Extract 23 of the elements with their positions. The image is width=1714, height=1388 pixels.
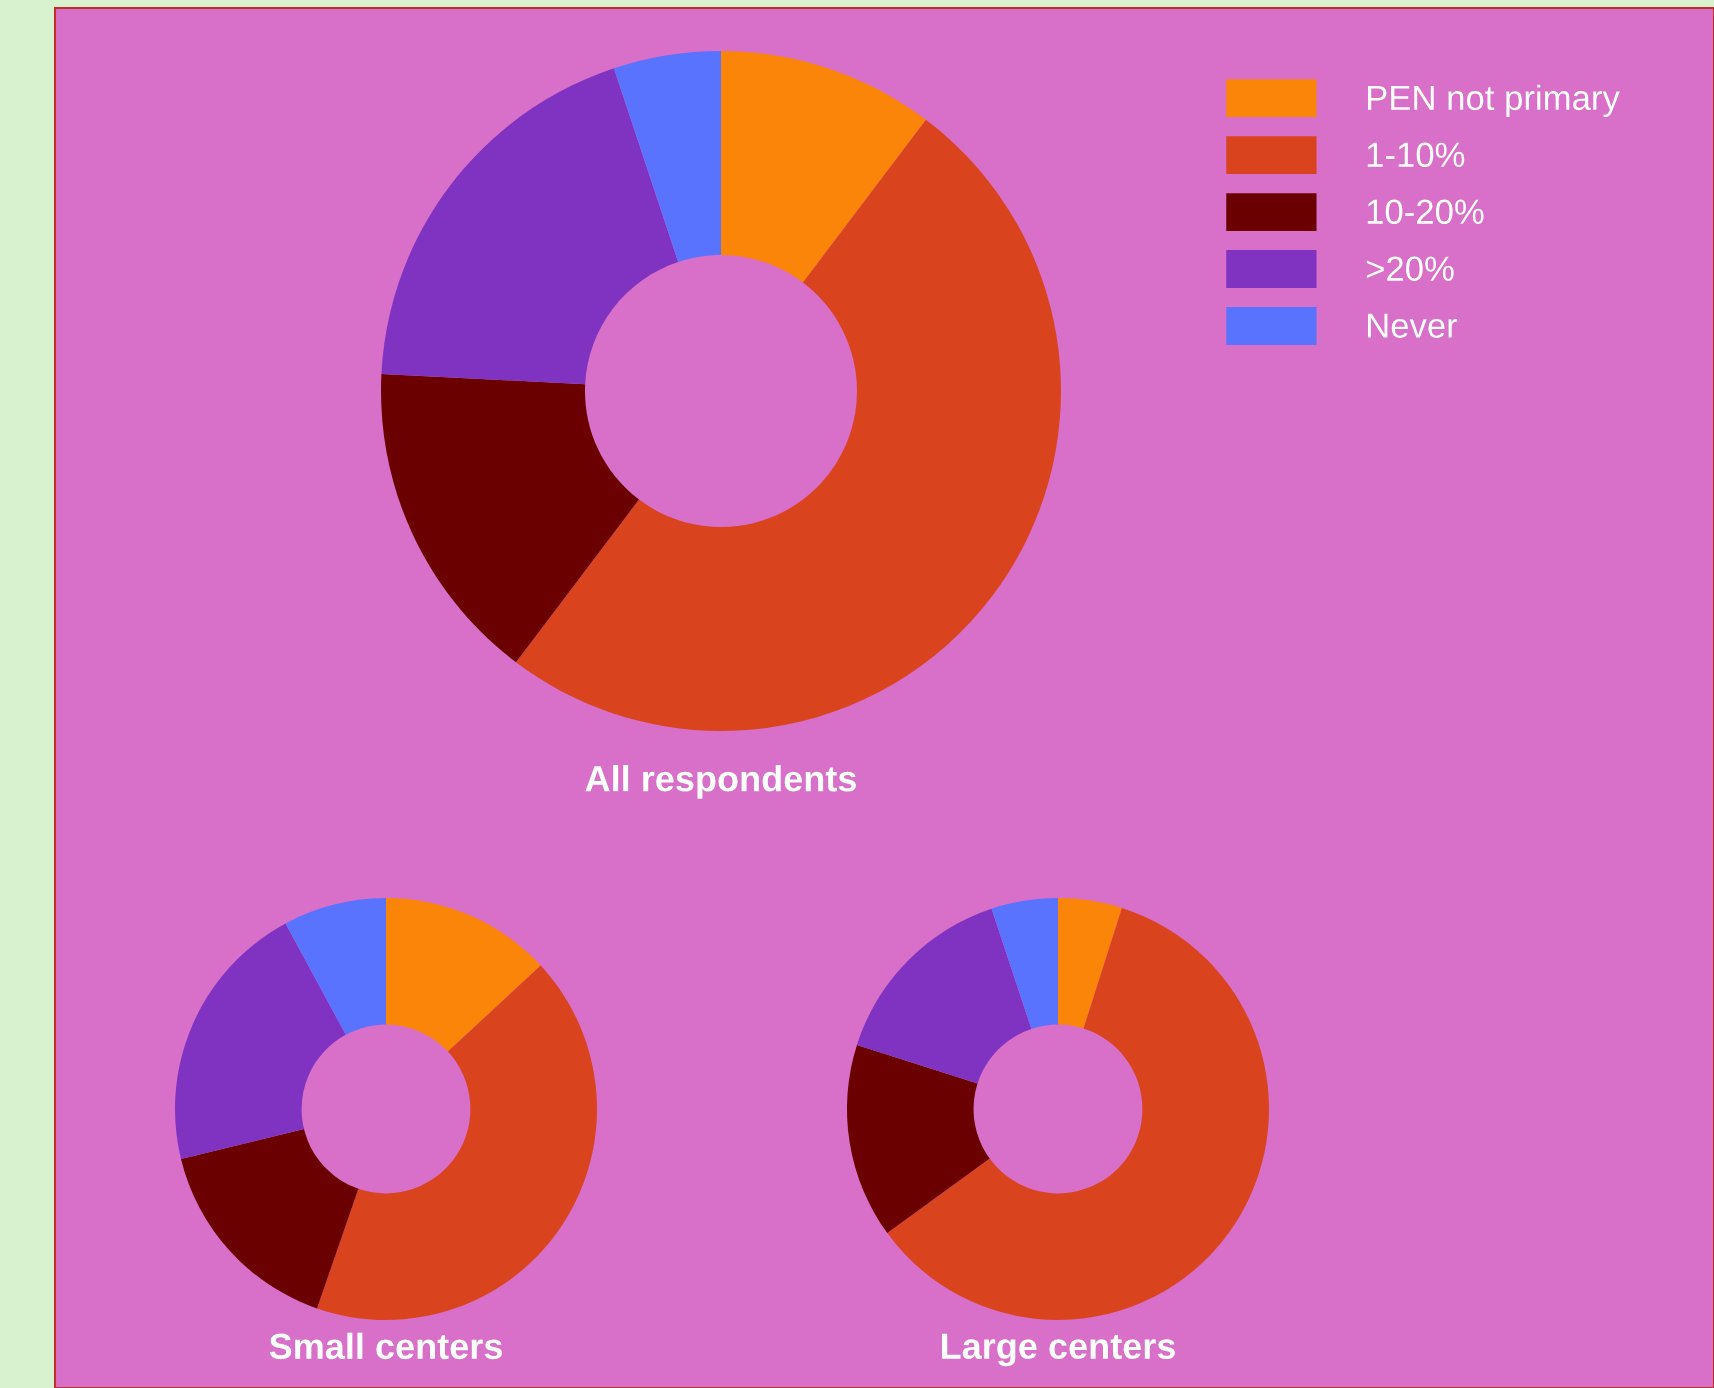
donut-slice (847, 1045, 990, 1234)
legend-label: >20% (1366, 256, 1454, 281)
legend-label: PEN not primary (1367, 84, 1620, 118)
text: All respondents (585, 765, 856, 799)
donut-slice (991, 898, 1058, 1029)
text: Small centers (269, 1332, 502, 1360)
donut-slice (386, 898, 541, 1052)
donut-slice (180, 1128, 359, 1309)
text: Large centers (942, 1333, 1175, 1367)
donut-slice (285, 898, 386, 1035)
legend-label: 10-20% (1367, 199, 1484, 225)
donut-slice (516, 119, 1061, 731)
legend-label: Never (1367, 313, 1458, 338)
legend-label: 1-10% (1367, 142, 1465, 168)
donut-slice (856, 908, 1032, 1084)
donut-slice (381, 373, 639, 663)
donut-slice (721, 51, 926, 283)
donut-slice (887, 907, 1269, 1320)
donut-slice (1058, 898, 1122, 1029)
donut-slice (613, 51, 721, 262)
donut-slice (175, 923, 346, 1159)
donut-slice (317, 965, 597, 1320)
donut-slice (381, 68, 679, 385)
